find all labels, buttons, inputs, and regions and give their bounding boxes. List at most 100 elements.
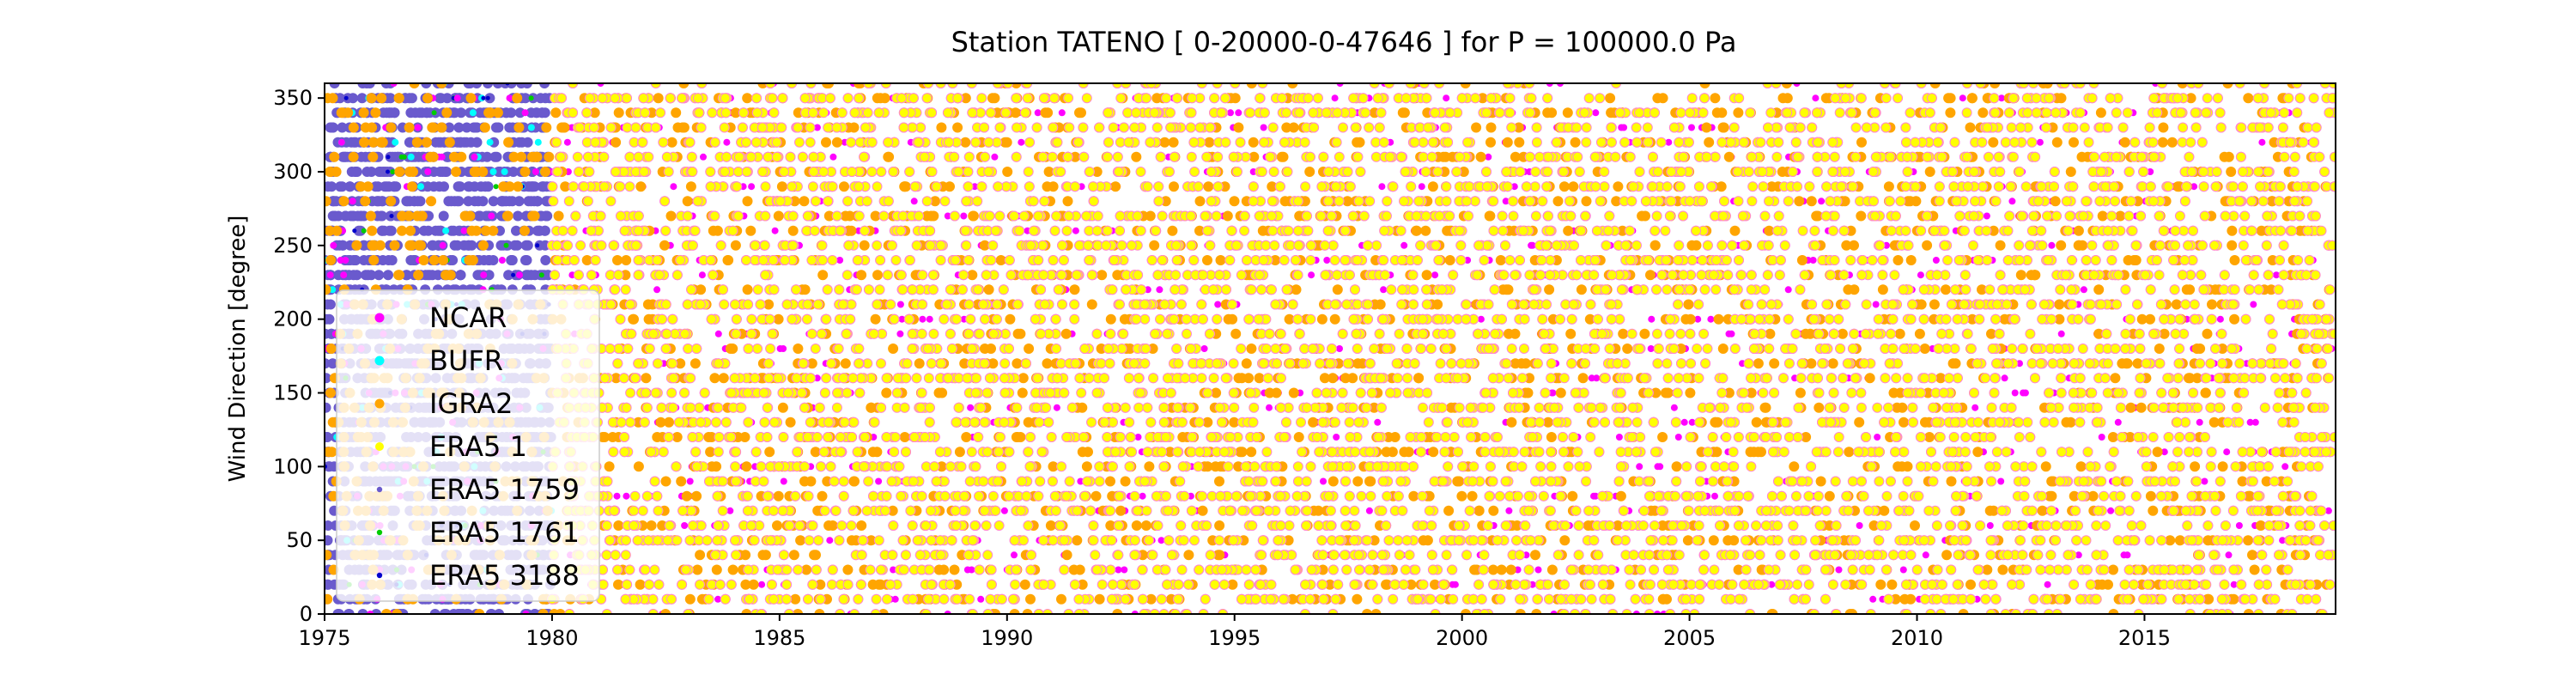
- data-point: [1473, 505, 1485, 516]
- data-point: [2097, 210, 2108, 222]
- data-point: [348, 270, 359, 281]
- data-point: [686, 477, 694, 485]
- data-point: [428, 181, 440, 192]
- data-point: [2098, 434, 2105, 441]
- data-point: [325, 550, 332, 561]
- data-point: [338, 196, 349, 207]
- data-point: [1929, 299, 1940, 310]
- data-point: [1576, 284, 1587, 295]
- data-point: [1530, 550, 1540, 561]
- data-point: [1784, 286, 1792, 294]
- data-point: [480, 225, 491, 236]
- data-point: [1645, 270, 1656, 281]
- data-point: [839, 181, 849, 192]
- data-point: [881, 387, 892, 398]
- data-point: [1236, 373, 1248, 384]
- data-point: [553, 210, 564, 222]
- data-point: [1024, 344, 1035, 354]
- data-point: [723, 138, 731, 146]
- data-point: [1288, 122, 1299, 133]
- data-point: [1230, 328, 1242, 339]
- data-point: [1680, 418, 1688, 426]
- data-point: [2044, 581, 2051, 588]
- data-point: [681, 490, 692, 502]
- data-point: [926, 315, 933, 323]
- data-point: [439, 241, 447, 249]
- data-point: [348, 122, 359, 133]
- data-point: [730, 240, 741, 251]
- data-point: [1615, 490, 1626, 502]
- data-point: [1177, 432, 1188, 442]
- data-point: [1413, 373, 1425, 384]
- data-point: [1202, 461, 1213, 472]
- data-point: [337, 138, 345, 146]
- data-point: [799, 476, 810, 487]
- data-point: [666, 137, 677, 148]
- data-point: [368, 137, 379, 148]
- data-point: [1814, 402, 1825, 413]
- data-point: [340, 271, 348, 279]
- data-point: [377, 137, 388, 148]
- data-point: [1922, 551, 1929, 559]
- data-point: [453, 122, 465, 133]
- data-point: [482, 151, 493, 162]
- data-point: [1236, 447, 1248, 458]
- data-point: [2120, 551, 2128, 559]
- data-point: [2158, 122, 2169, 133]
- data-point: [1332, 284, 1343, 295]
- data-point: [1069, 284, 1080, 295]
- data-point: [872, 447, 883, 458]
- data-point: [1648, 315, 1656, 323]
- data-point: [2202, 328, 2213, 339]
- data-point: [1381, 447, 1392, 458]
- data-point: [422, 93, 433, 104]
- data-point: [414, 240, 425, 251]
- data-point: [508, 151, 519, 162]
- data-point: [1200, 345, 1208, 352]
- data-point: [1291, 284, 1302, 295]
- data-point: [535, 243, 540, 248]
- data-point: [1577, 373, 1589, 384]
- data-point: [2166, 137, 2178, 148]
- data-point: [534, 240, 545, 251]
- data-point: [344, 181, 355, 192]
- data-point: [1510, 328, 1521, 339]
- data-points-layer: [325, 83, 2336, 614]
- data-point: [1279, 196, 1291, 207]
- data-point: [1590, 492, 1597, 500]
- data-point: [1025, 593, 1036, 605]
- data-point: [2048, 241, 2056, 249]
- data-point: [325, 167, 336, 177]
- data-point: [535, 93, 546, 104]
- data-point: [513, 210, 524, 222]
- data-point: [465, 210, 476, 222]
- data-point: [1717, 344, 1728, 354]
- data-point: [330, 241, 337, 249]
- data-point: [2001, 374, 2008, 382]
- data-point: [1060, 328, 1072, 339]
- data-point: [1011, 551, 1018, 559]
- data-point: [793, 344, 804, 354]
- data-point: [1686, 240, 1698, 251]
- data-point: [1824, 490, 1835, 502]
- data-point: [1308, 271, 1315, 279]
- data-point: [521, 255, 532, 265]
- data-point: [2223, 151, 2234, 162]
- data-point: [1140, 520, 1151, 531]
- data-point: [2226, 167, 2237, 177]
- data-point: [516, 271, 523, 279]
- data-point: [513, 122, 525, 133]
- data-point: [2235, 522, 2243, 529]
- data-point: [1144, 461, 1155, 472]
- data-point: [1593, 374, 1601, 382]
- data-point: [498, 257, 506, 264]
- data-point: [1496, 564, 1507, 575]
- data-point: [476, 181, 487, 192]
- data-point: [444, 137, 455, 148]
- data-point: [544, 151, 555, 162]
- data-point: [435, 137, 447, 148]
- data-point: [325, 402, 331, 413]
- data-point: [488, 196, 499, 207]
- data-point: [2145, 490, 2156, 502]
- data-point: [2065, 167, 2076, 177]
